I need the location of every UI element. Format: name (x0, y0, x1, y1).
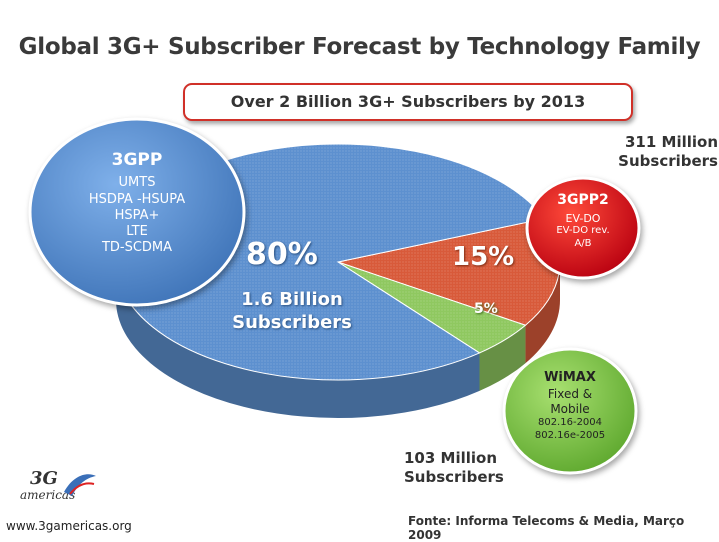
slice-subscribers-3gpp-line2: Subscribers (232, 311, 352, 333)
bubble-3gpp-text: 3GPP UMTS HSDPA -HSUPA HSPA+ LTE TD-SCDM… (62, 150, 212, 257)
logo-mark: 3G (30, 468, 58, 489)
logo-word: americas (20, 488, 76, 502)
bubble-wimax-text: WiMAX Fixed & Mobile 802.16-2004 802.16e… (520, 370, 620, 442)
bubble-3gpp2 (525, 176, 641, 280)
bubble-wimax (502, 347, 638, 475)
bubble-3gpp-item: UMTS (118, 175, 156, 191)
callout-wimax-subscribers: 103 Million Subscribers (404, 449, 528, 487)
bubble-3gpp-item: HSDPA -HSUPA (88, 191, 186, 207)
slice-label-wimax: 5% (474, 301, 498, 317)
bubble-wimax-item: 802.16-2004 (537, 417, 603, 429)
bubble-3gpp2-item: EV-DO rev. (556, 225, 610, 237)
pie-side (115, 262, 560, 418)
bubble-wimax-title: WiMAX (544, 370, 596, 385)
pie-slice-texture (338, 218, 561, 326)
bubble-3gpp-item: HSPA+ (114, 207, 160, 223)
footer-url: www.3gamericas.org (6, 519, 132, 533)
bubble-3gpp (28, 117, 246, 307)
callout-3gpp2-line1: 311 Million (624, 133, 718, 151)
logo-swoosh-icon (64, 474, 96, 496)
bubble-3gpp2-title: 3GPP2 (557, 192, 609, 208)
callout-wimax-line2: Subscribers (404, 467, 504, 486)
bubble-3gpp2-text: 3GPP2 EV-DO EV-DO rev. A/B (538, 192, 628, 250)
pie-side-3gpp (115, 262, 480, 418)
bubble-3gpp2-item: A/B (574, 237, 592, 249)
callout-3gpp2-line2: Subscribers (618, 151, 718, 170)
bubble-wimax-item: 802.16e-2005 (534, 429, 606, 441)
slice-subscribers-3gpp: 1.6 Billion Subscribers (222, 289, 362, 334)
bubble-3gpp-title: 3GPP (111, 150, 163, 170)
pie-side-wimax (479, 325, 526, 391)
slice-label-3gpp2: 15% (452, 242, 515, 272)
bubbles (28, 117, 641, 475)
slice-subscribers-3gpp-line1: 1.6 Billion (241, 289, 343, 310)
callout-3gpp2-subscribers: 311 Million Subscribers (598, 133, 718, 171)
headline-banner: Over 2 Billion 3G+ Subscribers by 2013 (183, 83, 633, 121)
chart-title: Global 3G+ Subscriber Forecast by Techno… (18, 34, 701, 60)
pie-slice-texture (338, 262, 526, 353)
bubble-wimax-item: Fixed & (547, 387, 593, 402)
slice-label-3gpp: 80% (246, 237, 318, 272)
pie-side-3gpp2 (525, 262, 560, 364)
footer-source: Fonte: Informa Telecoms & Media, Março 2… (408, 514, 685, 542)
bubble-3gpp-item: TD-SCDMA (101, 240, 173, 256)
bubble-3gpp2-item: EV-DO (565, 211, 601, 225)
callout-wimax-line1: 103 Million (404, 449, 498, 467)
bubble-wimax-item: Mobile (550, 402, 590, 417)
bubble-3gpp-item: LTE (126, 224, 148, 239)
